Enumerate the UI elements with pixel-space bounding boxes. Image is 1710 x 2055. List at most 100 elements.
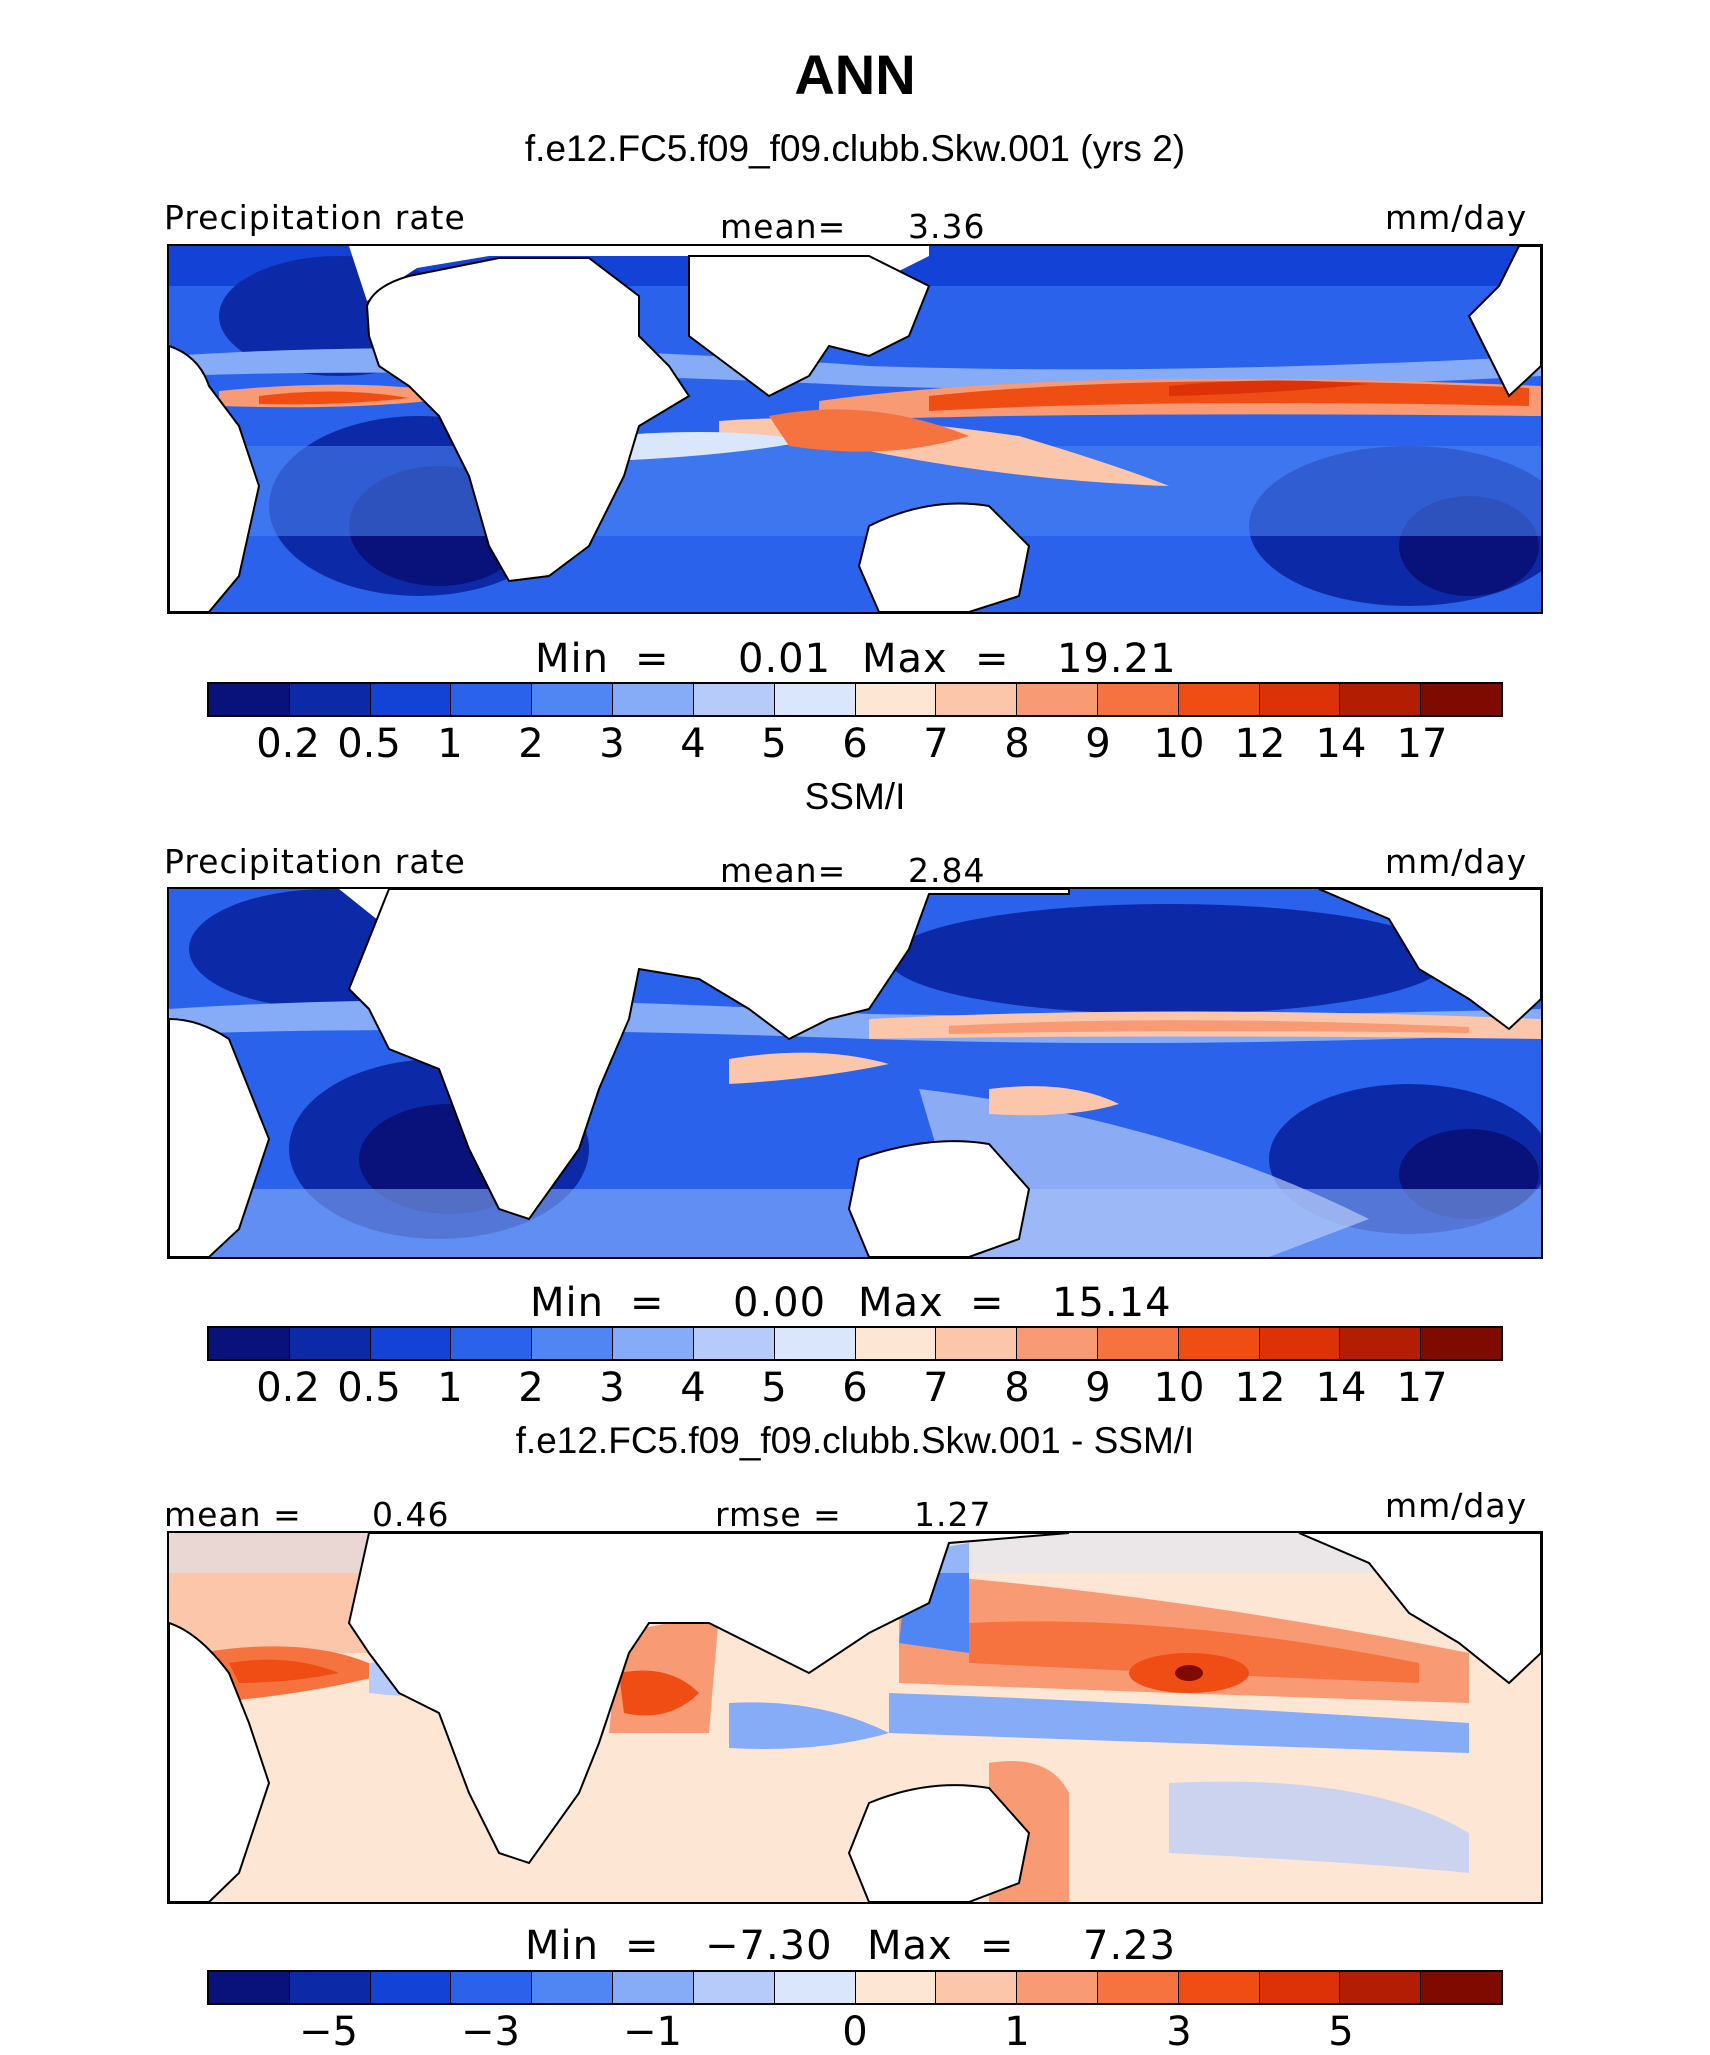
panel2-max-label: Max xyxy=(858,1280,944,1326)
panel2-colorbar xyxy=(207,1326,1503,1361)
colorbar-box xyxy=(936,1328,1018,1359)
panel2-mean-label: mean= xyxy=(720,851,847,890)
panel2-units: mm/day xyxy=(1385,842,1528,881)
colorbar-box xyxy=(1178,684,1260,715)
colorbar-box xyxy=(613,684,694,715)
panel1-min-label: Min xyxy=(535,636,609,682)
panel3-units: mm/day xyxy=(1385,1486,1528,1525)
panel2-min-eq: = xyxy=(630,1280,665,1326)
colorbar-box xyxy=(1421,1328,1501,1359)
colorbar-box xyxy=(774,1328,856,1359)
colorbar-tick-label: 9 xyxy=(1085,721,1111,767)
colorbar-tick-label: 14 xyxy=(1315,721,1367,767)
colorbar-tick-label: −1 xyxy=(623,2009,682,2055)
colorbar-tick-label: 17 xyxy=(1396,721,1448,767)
panel1-mean-value: 3.36 xyxy=(908,207,986,246)
colorbar-tick-label: 4 xyxy=(680,1365,706,1411)
colorbar-box xyxy=(1340,684,1422,715)
colorbar-tick-label: 0.5 xyxy=(337,1365,401,1411)
colorbar-box xyxy=(1259,684,1341,715)
colorbar-box xyxy=(209,684,290,715)
panel3-mean-value: 0.46 xyxy=(372,1495,450,1534)
panel3-max-value: 7.23 xyxy=(1083,1923,1177,1969)
panel2-left-label: Precipitation rate xyxy=(164,842,466,881)
colorbar-tick-label: 2 xyxy=(518,1365,544,1411)
colorbar-tick-label: 6 xyxy=(842,721,868,767)
colorbar-box xyxy=(1097,684,1179,715)
colorbar-box xyxy=(1017,684,1098,715)
colorbar-tick-label: 3 xyxy=(1166,2009,1192,2055)
panel1-colorbar-ticks: 0.2 0.5 1 2 3 4 5 6 7 8 9 10 12 14 17 xyxy=(207,717,1503,777)
colorbar-tick-label: 12 xyxy=(1234,1365,1286,1411)
colorbar-box xyxy=(370,684,452,715)
colorbar-tick-label: 17 xyxy=(1396,1365,1448,1411)
colorbar-tick-label: 7 xyxy=(923,1365,949,1411)
colorbar-tick-label: 14 xyxy=(1315,1365,1367,1411)
panel1-min-value: 0.01 xyxy=(738,636,832,682)
colorbar-tick-label: −5 xyxy=(299,2009,358,2055)
panel2-map-svg xyxy=(169,889,1541,1257)
colorbar-tick-label: 3 xyxy=(599,721,625,767)
colorbar-tick-label: 5 xyxy=(1328,2009,1354,2055)
colorbar-tick-label: 0.5 xyxy=(337,721,401,767)
panel3-mean-label: mean = xyxy=(164,1495,302,1534)
colorbar-box xyxy=(370,1972,452,2003)
panel1-max-eq: = xyxy=(975,636,1010,682)
colorbar-tick-label: 6 xyxy=(842,1365,868,1411)
panel2-mean-value: 2.84 xyxy=(908,851,986,890)
colorbar-box xyxy=(1017,1328,1098,1359)
colorbar-box xyxy=(693,1328,775,1359)
colorbar-box xyxy=(209,1328,290,1359)
colorbar-box xyxy=(1340,1972,1422,2003)
colorbar-box xyxy=(1178,1972,1260,2003)
colorbar-box xyxy=(1178,1328,1260,1359)
colorbar-tick-label: 7 xyxy=(923,721,949,767)
colorbar-box xyxy=(1097,1328,1179,1359)
panel3-map xyxy=(167,1531,1543,1904)
colorbar-box xyxy=(855,684,937,715)
colorbar-box xyxy=(532,1328,614,1359)
colorbar-tick-label: 8 xyxy=(1004,1365,1030,1411)
panel3-min-label: Min xyxy=(525,1923,599,1969)
panel1-colorbar xyxy=(207,682,1503,717)
colorbar-tick-label: 12 xyxy=(1234,721,1286,767)
panel1-mean-label: mean= xyxy=(720,207,847,246)
colorbar-box xyxy=(1259,1328,1341,1359)
colorbar-box xyxy=(1017,1972,1098,2003)
panel1-max-label: Max xyxy=(862,636,948,682)
colorbar-tick-label: 10 xyxy=(1153,1365,1205,1411)
colorbar-box xyxy=(613,1972,694,2003)
colorbar-box xyxy=(451,1972,533,2003)
panel3-map-svg xyxy=(169,1533,1541,1902)
colorbar-box xyxy=(774,1972,856,2003)
colorbar-box xyxy=(1259,1972,1341,2003)
colorbar-tick-label: −3 xyxy=(461,2009,520,2055)
colorbar-tick-label: 0.2 xyxy=(256,721,320,767)
colorbar-tick-label: 3 xyxy=(599,1365,625,1411)
colorbar-box xyxy=(1421,1972,1501,2003)
panel3-min-eq: = xyxy=(625,1923,660,1969)
colorbar-box xyxy=(1097,1972,1179,2003)
panel3-rmse-label: rmse = xyxy=(715,1495,842,1534)
panel2-title: SSM/I xyxy=(804,776,906,817)
panel1-max-value: 19.21 xyxy=(1057,636,1177,682)
panel2-max-eq: = xyxy=(970,1280,1005,1326)
panel3-rmse-value: 1.27 xyxy=(914,1495,992,1534)
colorbar-box xyxy=(289,684,371,715)
panel1-left-label: Precipitation rate xyxy=(164,198,466,237)
colorbar-box xyxy=(774,684,856,715)
colorbar-box xyxy=(855,1328,937,1359)
colorbar-tick-label: 8 xyxy=(1004,721,1030,767)
panel3-max-eq: = xyxy=(980,1923,1015,1969)
colorbar-box xyxy=(1421,684,1501,715)
colorbar-box xyxy=(451,1328,533,1359)
colorbar-box xyxy=(289,1972,371,2003)
colorbar-box xyxy=(532,1972,614,2003)
panel1-map-svg xyxy=(169,246,1541,612)
panel2-min-value: 0.00 xyxy=(733,1280,827,1326)
colorbar-tick-label: 9 xyxy=(1085,1365,1111,1411)
figure-subtitle: f.e12.FC5.f09_f09.clubb.Skw.001 (yrs 2) xyxy=(524,128,1186,169)
colorbar-box xyxy=(613,1328,694,1359)
colorbar-box xyxy=(693,1972,775,2003)
colorbar-tick-label: 5 xyxy=(761,1365,787,1411)
